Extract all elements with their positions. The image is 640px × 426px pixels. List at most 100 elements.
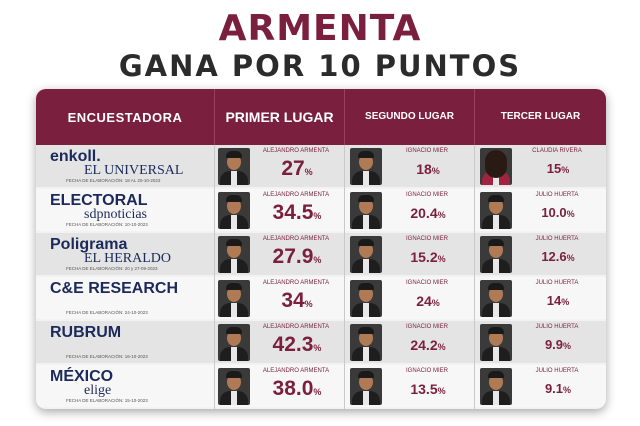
woman-portrait-icon: [480, 148, 512, 185]
candidate-name: IGNACIO MIER: [405, 368, 448, 374]
second-place-cell: IGNACIO MIER 15.2%: [344, 233, 474, 275]
table-row: RUBRUM FECHA DE ELABORACIÓN: 16-10-2023 …: [36, 321, 606, 363]
column-divider: [214, 145, 215, 409]
poll-date: FECHA DE ELABORACIÓN: 24-10-2023: [66, 310, 148, 315]
candidate-name: ALEJANDRO ARMENTA: [262, 236, 330, 242]
poll-date: FECHA DE ELABORACIÓN: 16-10-2023: [66, 354, 148, 359]
first-place-cell: ALEJANDRO ARMENTA 34%: [214, 277, 344, 319]
header-second-place: SEGUNDO LUGAR: [344, 89, 474, 145]
column-divider: [344, 145, 345, 409]
candidate-photo-icon: [218, 324, 250, 361]
candidate-photo-icon: [350, 236, 382, 273]
pollster-logo: C&E RESEARCH FECHA DE ELABORACIÓN: 24-10…: [36, 277, 214, 319]
candidate-percentage: 13.5%: [410, 381, 446, 397]
candidate-percentage: 15%: [546, 161, 570, 176]
header-first-place: PRIMER LUGAR: [214, 89, 344, 145]
table-row: enkoll. EL UNIVERSAL FECHA DE ELABORACIÓ…: [36, 145, 606, 187]
candidate-name: JULIO HUERTA: [535, 192, 579, 198]
candidate-photo-icon: [350, 324, 382, 361]
second-place-cell: IGNACIO MIER 20.4%: [344, 189, 474, 231]
pollster-logo: Poligrama EL HERALDO FECHA DE ELABORACIÓ…: [36, 233, 214, 275]
candidate-percentage: 12.6%: [541, 249, 575, 264]
candidate-photo-icon: [218, 280, 250, 317]
poll-date: FECHA DE ELABORACIÓN: 15-10-2023: [66, 398, 148, 403]
first-place-cell: ALEJANDRO ARMENTA 34.5%: [214, 189, 344, 231]
candidate-photo-icon: [480, 280, 512, 317]
candidate-name: ALEJANDRO ARMENTA: [262, 368, 330, 374]
pollster-name: ELECTORAL: [50, 192, 148, 209]
candidate-name: ALEJANDRO ARMENTA: [262, 148, 330, 154]
candidate-photo-icon: [350, 192, 382, 229]
candidate-name: CLAUDIA RIVERA: [532, 148, 582, 154]
poll-date: FECHA DE ELABORACIÓN: 18 AL 20-10-2023: [66, 178, 161, 183]
pollster-logo: enkoll. EL UNIVERSAL FECHA DE ELABORACIÓ…: [36, 145, 214, 187]
third-place-cell: JULIO HUERTA 9.1%: [474, 365, 606, 407]
candidate-photo-icon: [480, 192, 512, 229]
candidate-photo-icon: [350, 280, 382, 317]
first-place-cell: ALEJANDRO ARMENTA 27.9%: [214, 233, 344, 275]
candidate-photo-icon: [480, 324, 512, 361]
candidate-name: JULIO HUERTA: [535, 324, 579, 330]
first-place-cell: ALEJANDRO ARMENTA 42.3%: [214, 321, 344, 363]
table-row: C&E RESEARCH FECHA DE ELABORACIÓN: 24-10…: [36, 277, 606, 319]
pollster-name: enkoll.: [50, 148, 101, 165]
candidate-percentage: 14%: [546, 293, 570, 308]
candidate-percentage: 34.5%: [272, 201, 322, 224]
candidate-name: ALEJANDRO ARMENTA: [262, 192, 330, 198]
candidate-percentage: 24%: [416, 293, 440, 309]
pollster-media: sdpnoticias: [84, 207, 147, 222]
pollster-logo: MÉXICO elige FECHA DE ELABORACIÓN: 15-10…: [36, 365, 214, 407]
candidate-percentage: 15.2%: [410, 249, 446, 265]
candidate-photo-icon: [480, 236, 512, 273]
candidate-percentage: 10.0%: [541, 205, 575, 220]
poll-table: ENCUESTADORA PRIMER LUGAR SEGUNDO LUGAR …: [36, 89, 606, 409]
candidate-photo-icon: [218, 236, 250, 273]
subheadline: GANA POR 10 PUNTOS: [118, 49, 522, 83]
table-header: ENCUESTADORA PRIMER LUGAR SEGUNDO LUGAR …: [36, 89, 606, 145]
candidate-percentage: 34%: [281, 289, 313, 312]
headline: ARMENTA: [218, 8, 422, 49]
column-divider: [474, 145, 475, 409]
pollster-name: MÉXICO: [50, 368, 114, 385]
candidate-photo-icon: [480, 368, 512, 405]
second-place-cell: IGNACIO MIER 18%: [344, 145, 474, 187]
candidate-name: IGNACIO MIER: [405, 280, 448, 286]
third-place-cell: JULIO HUERTA 12.6%: [474, 233, 606, 275]
first-place-cell: ALEJANDRO ARMENTA 27%: [214, 145, 344, 187]
pollster-logo: ELECTORAL sdpnoticias FECHA DE ELABORACI…: [36, 189, 214, 231]
candidate-percentage: 27.9%: [272, 245, 322, 268]
candidate-percentage: 24.2%: [410, 337, 446, 353]
pollster-logo: RUBRUM FECHA DE ELABORACIÓN: 16-10-2023: [36, 321, 214, 363]
candidate-photo-icon: [218, 192, 250, 229]
poll-date: FECHA DE ELABORACIÓN: 10-10-2023: [66, 222, 148, 227]
pollster-name: C&E RESEARCH: [50, 280, 179, 297]
candidate-percentage: 38.0%: [272, 377, 322, 400]
candidate-photo-icon: [350, 148, 382, 185]
candidate-name: IGNACIO MIER: [405, 192, 448, 198]
table-row: ELECTORAL sdpnoticias FECHA DE ELABORACI…: [36, 189, 606, 231]
candidate-photo-icon: [218, 368, 250, 405]
third-place-cell: JULIO HUERTA 14%: [474, 277, 606, 319]
second-place-cell: IGNACIO MIER 24.2%: [344, 321, 474, 363]
first-place-cell: ALEJANDRO ARMENTA 38.0%: [214, 365, 344, 407]
third-place-cell: CLAUDIA RIVERA 15%: [474, 145, 606, 187]
candidate-percentage: 9.9%: [544, 337, 572, 352]
candidate-name: IGNACIO MIER: [405, 324, 448, 330]
third-place-cell: JULIO HUERTA 10.0%: [474, 189, 606, 231]
header-pollster: ENCUESTADORA: [67, 109, 183, 125]
candidate-name: JULIO HUERTA: [535, 236, 579, 242]
candidate-name: IGNACIO MIER: [405, 148, 448, 154]
candidate-photo-icon: [218, 148, 250, 185]
candidate-name: JULIO HUERTA: [535, 280, 579, 286]
candidate-percentage: 42.3%: [272, 333, 322, 356]
candidate-name: IGNACIO MIER: [405, 236, 448, 242]
third-place-cell: JULIO HUERTA 9.9%: [474, 321, 606, 363]
candidate-percentage: 18%: [416, 161, 440, 177]
candidate-percentage: 27%: [281, 157, 313, 180]
candidate-name: JULIO HUERTA: [535, 368, 579, 374]
pollster-media: elige: [84, 383, 112, 398]
candidate-name: ALEJANDRO ARMENTA: [262, 280, 330, 286]
candidate-photo-icon: [350, 368, 382, 405]
pollster-media: EL HERALDO: [84, 251, 171, 266]
pollster-name: RUBRUM: [50, 324, 122, 341]
